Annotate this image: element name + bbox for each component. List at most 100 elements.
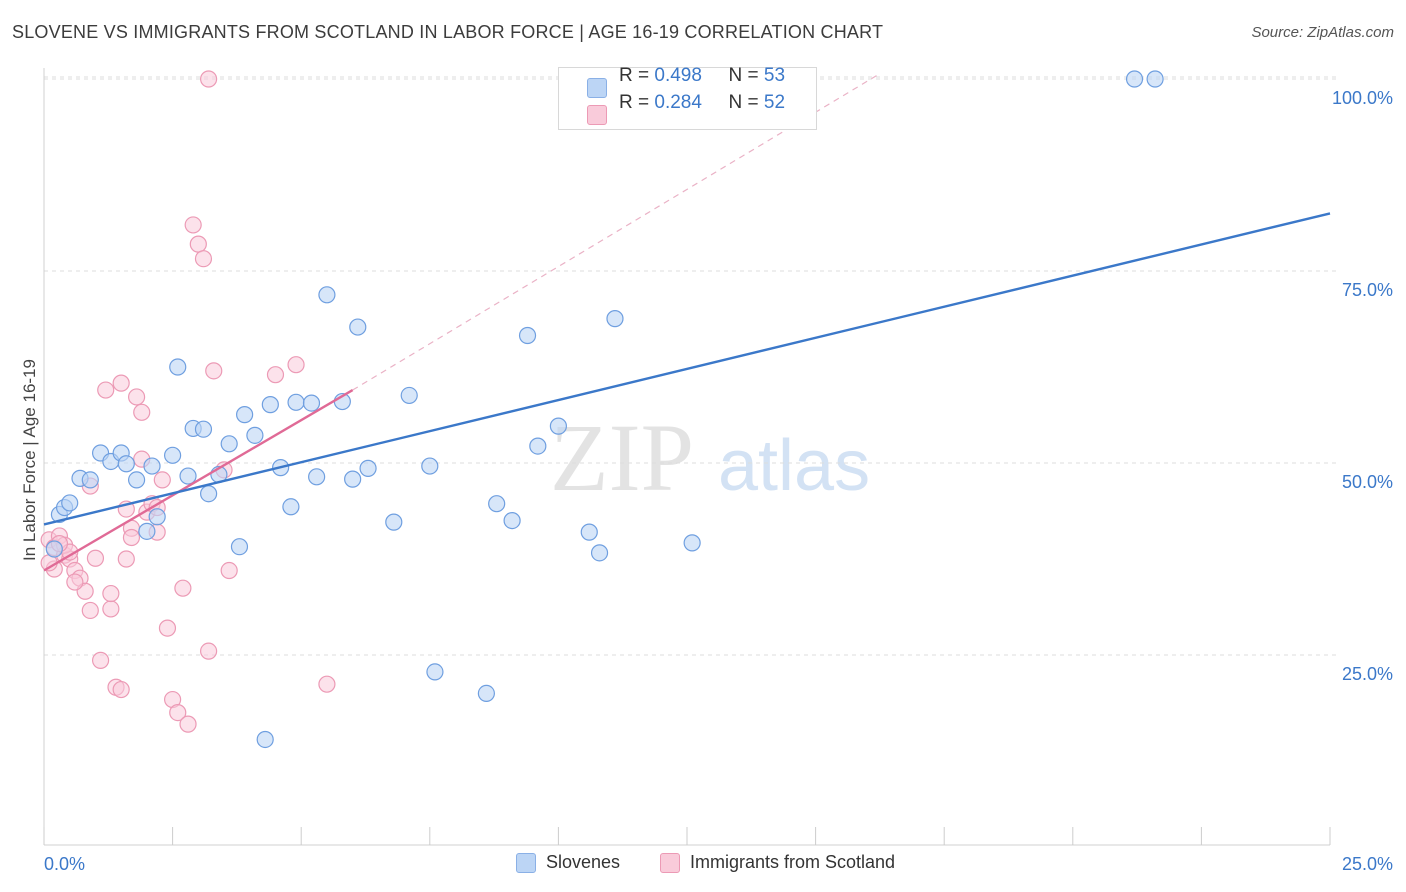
point-scotland <box>112 374 130 392</box>
point-slovenes <box>169 358 187 376</box>
point-slovenes <box>580 523 598 541</box>
point-slovenes <box>518 326 537 345</box>
r-value: 0.284 <box>654 92 702 113</box>
stats-swatch-scotland <box>587 105 607 125</box>
point-slovenes <box>302 394 321 412</box>
legend-item-scotland[interactable]: Immigrants from Scotland <box>660 852 895 873</box>
watermark-zip: ZIP <box>550 404 694 511</box>
point-scotland <box>102 600 120 618</box>
y-tick-label: 100.0% <box>1332 88 1393 108</box>
point-slovenes <box>194 420 213 438</box>
point-slovenes <box>349 318 367 336</box>
point-slovenes <box>344 470 362 488</box>
point-slovenes <box>246 426 264 444</box>
point-slovenes <box>488 495 506 513</box>
point-slovenes <box>529 437 547 455</box>
point-slovenes <box>549 417 568 435</box>
point-scotland <box>122 528 141 547</box>
point-slovenes <box>81 471 99 489</box>
point-slovenes <box>230 538 249 556</box>
x-tick-label: 0.0% <box>44 854 85 874</box>
point-scotland <box>153 471 171 489</box>
point-slovenes <box>503 511 521 530</box>
point-slovenes <box>400 386 418 405</box>
n-value: 53 <box>763 65 786 86</box>
y-axis-label: In Labor Force | Age 16-19 <box>20 359 39 561</box>
point-slovenes <box>359 459 377 477</box>
y-tick-label: 50.0% <box>1342 472 1393 492</box>
legend-item-slovenes[interactable]: Slovenes <box>516 852 620 873</box>
point-scotland <box>97 381 115 399</box>
point-scotland <box>189 235 207 253</box>
point-scotland <box>117 550 135 568</box>
point-scotland <box>205 362 223 380</box>
point-slovenes <box>385 513 403 531</box>
point-slovenes <box>683 534 701 552</box>
point-slovenes <box>61 494 79 512</box>
point-scotland <box>174 579 192 597</box>
point-slovenes <box>606 310 624 328</box>
point-scotland <box>220 561 238 580</box>
legend-swatch-scotland <box>660 852 680 873</box>
point-scotland <box>91 651 110 669</box>
chart-title: SLOVENE VS IMMIGRANTS FROM SCOTLAND IN L… <box>12 22 884 42</box>
n-label: N = <box>728 92 759 113</box>
point-slovenes <box>127 471 146 489</box>
r-label: R = <box>619 92 650 113</box>
n-value: 52 <box>763 92 786 113</box>
legend-swatch-slovenes <box>516 852 536 873</box>
point-slovenes <box>287 393 305 411</box>
point-slovenes <box>200 485 218 503</box>
point-slovenes <box>1125 70 1144 88</box>
point-scotland <box>200 642 218 660</box>
r-label: R = <box>619 65 650 86</box>
trendline-slovenes <box>43 212 1331 526</box>
legend-label-scotland: Immigrants from Scotland <box>690 852 896 872</box>
point-scotland <box>102 584 120 603</box>
point-scotland <box>179 715 197 733</box>
n-label: N = <box>728 65 759 86</box>
legend-label-slovenes: Slovenes <box>546 852 621 872</box>
point-slovenes <box>1146 70 1164 88</box>
point-scotland <box>127 388 146 406</box>
point-slovenes <box>261 396 279 414</box>
point-slovenes <box>220 435 238 453</box>
point-slovenes <box>426 663 444 681</box>
watermark-atlas: atlas <box>718 426 870 506</box>
trendline-scotland <box>43 389 354 572</box>
point-slovenes <box>318 286 336 304</box>
point-slovenes <box>164 446 182 464</box>
point-slovenes <box>590 544 609 562</box>
point-scotland <box>158 619 177 637</box>
point-scotland <box>266 366 285 384</box>
r-value: 0.498 <box>654 65 702 86</box>
stats-swatch-slovenes <box>587 78 607 98</box>
point-scotland <box>66 573 84 591</box>
point-scotland <box>287 356 305 374</box>
point-scotland <box>194 250 213 268</box>
point-scotland <box>318 675 336 693</box>
point-slovenes <box>117 455 135 473</box>
point-slovenes <box>477 684 495 703</box>
point-scotland <box>184 216 202 234</box>
point-slovenes <box>179 467 197 485</box>
point-slovenes <box>138 522 156 540</box>
y-tick-label: 75.0% <box>1342 280 1393 300</box>
stats-box: R = 0.498 N = 53 R = 0.284 N = 52 <box>558 65 817 130</box>
point-slovenes <box>148 508 166 526</box>
point-scotland <box>112 680 130 699</box>
y-tick-label: 25.0% <box>1342 664 1393 684</box>
point-slovenes <box>256 730 274 749</box>
point-scotland <box>133 403 151 421</box>
point-slovenes <box>236 406 254 424</box>
point-scotland <box>86 549 105 567</box>
point-slovenes <box>308 468 326 486</box>
point-slovenes <box>421 457 439 475</box>
x-tick-label: 25.0% <box>1342 854 1393 874</box>
point-scotland <box>81 601 99 620</box>
point-slovenes <box>45 540 63 558</box>
source-credit: Source: ZipAtlas.com <box>1251 24 1394 41</box>
point-slovenes <box>282 498 300 516</box>
point-scotland <box>169 703 187 722</box>
